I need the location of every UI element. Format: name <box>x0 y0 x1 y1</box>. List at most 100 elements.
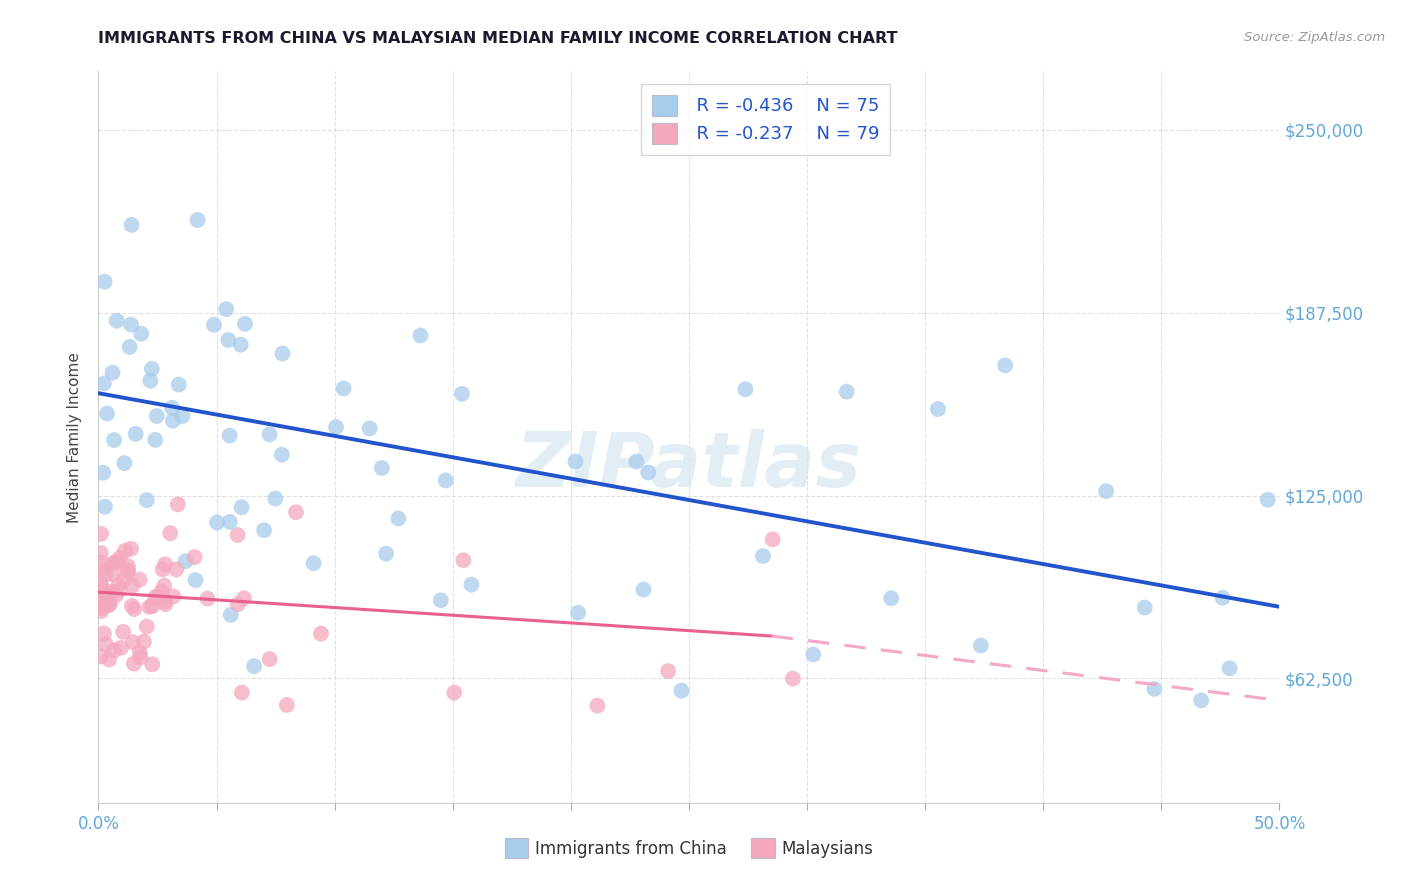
Point <box>1212 591 1234 605</box>
Text: ZIPatlas: ZIPatlas <box>516 429 862 503</box>
Point <box>276 698 298 712</box>
Point <box>138 599 160 614</box>
Point <box>231 685 253 699</box>
Point <box>153 579 176 593</box>
Point <box>122 657 145 671</box>
Point <box>125 426 148 441</box>
Point <box>637 466 659 480</box>
Point <box>128 573 150 587</box>
Point <box>103 643 125 657</box>
Point <box>104 555 127 569</box>
Point <box>108 550 131 565</box>
Point <box>167 377 190 392</box>
Point <box>801 648 824 662</box>
Point <box>103 433 125 447</box>
Point <box>215 302 238 317</box>
Point <box>567 606 589 620</box>
Point <box>90 595 112 609</box>
Point <box>90 546 112 560</box>
Point <box>141 599 163 613</box>
Point <box>90 649 112 664</box>
Point <box>112 573 135 587</box>
Point <box>110 640 132 655</box>
Point <box>93 562 115 576</box>
Point <box>93 626 115 640</box>
Point <box>93 275 115 289</box>
Point <box>205 516 228 530</box>
Point <box>90 576 112 591</box>
Point <box>219 607 242 622</box>
Point <box>146 590 169 604</box>
Point <box>218 428 240 442</box>
Point <box>165 562 187 576</box>
Point <box>1219 661 1241 675</box>
Point <box>994 359 1017 373</box>
Point <box>121 218 143 232</box>
Point <box>91 466 114 480</box>
Text: IMMIGRANTS FROM CHINA VS MALAYSIAN MEDIAN FAMILY INCOME CORRELATION CHART: IMMIGRANTS FROM CHINA VS MALAYSIAN MEDIA… <box>98 31 898 46</box>
Point <box>451 387 474 401</box>
Point <box>118 340 141 354</box>
Point <box>586 698 609 713</box>
Point <box>103 567 125 582</box>
Point <box>129 326 152 341</box>
Point <box>152 562 174 576</box>
Point <box>121 578 143 592</box>
Point <box>271 346 294 360</box>
Point <box>752 549 775 563</box>
Point <box>927 402 949 417</box>
Point <box>1189 693 1212 707</box>
Point <box>174 554 197 568</box>
Point <box>434 474 457 488</box>
Point <box>122 635 145 649</box>
Point <box>197 591 219 606</box>
Point <box>117 565 139 579</box>
Point <box>98 597 121 611</box>
Point <box>285 505 308 519</box>
Point <box>264 491 287 506</box>
Point <box>409 328 432 343</box>
Point <box>145 409 167 423</box>
Point <box>253 523 276 537</box>
Point <box>564 454 586 468</box>
Point <box>112 456 135 470</box>
Point <box>153 594 176 608</box>
Point <box>159 526 181 541</box>
Point <box>359 421 381 435</box>
Point <box>90 527 112 541</box>
Point <box>325 420 347 434</box>
Point <box>309 626 332 640</box>
Point <box>94 599 117 613</box>
Point <box>302 556 325 570</box>
Point <box>94 587 117 601</box>
Point <box>105 314 128 328</box>
Point <box>129 650 152 665</box>
Point <box>160 401 183 415</box>
Point <box>162 590 184 604</box>
Point <box>94 584 117 599</box>
Point <box>671 683 693 698</box>
Point <box>880 591 903 606</box>
Point <box>135 619 157 633</box>
Point <box>166 497 188 511</box>
Point <box>143 433 166 447</box>
Point <box>626 454 648 468</box>
Point <box>141 362 163 376</box>
Text: Source: ZipAtlas.com: Source: ZipAtlas.com <box>1244 31 1385 45</box>
Point <box>121 599 143 613</box>
Point <box>150 584 173 599</box>
Point <box>107 578 129 592</box>
Point <box>122 602 145 616</box>
Point <box>94 637 117 651</box>
Point <box>270 448 292 462</box>
Point <box>93 376 115 391</box>
Point <box>183 550 205 565</box>
Point <box>97 598 120 612</box>
Point <box>101 557 124 571</box>
Point <box>153 558 176 572</box>
Y-axis label: Median Family Income: Median Family Income <box>67 351 83 523</box>
Point <box>112 624 135 639</box>
Point <box>98 652 121 666</box>
Point <box>762 533 785 547</box>
Point <box>120 541 142 556</box>
